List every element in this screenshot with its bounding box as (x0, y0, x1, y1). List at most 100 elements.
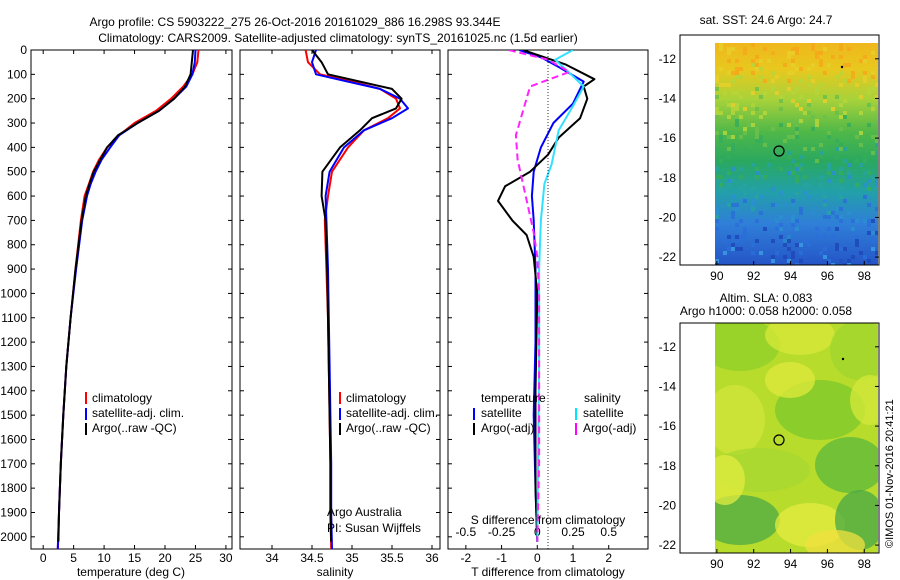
sst-pixel (755, 219, 759, 223)
sst-pixel (783, 243, 787, 247)
sst-pixel (719, 83, 723, 87)
sst-pixel (791, 119, 795, 123)
sst-pixel (831, 211, 835, 215)
map-y-tick-label: -12 (659, 340, 677, 354)
sst-pixel (791, 203, 795, 207)
legend-label: climatology (92, 391, 152, 405)
sst-pixel (835, 155, 839, 159)
sst-pixel (775, 251, 779, 255)
sst-pixel (807, 111, 811, 115)
y-tick-label: 2000 (0, 530, 27, 544)
sst-pixel (731, 243, 735, 247)
sst-pixel (851, 219, 855, 223)
sst-pixel (807, 243, 811, 247)
sst-pixel (811, 147, 815, 151)
sst-pixel (751, 251, 755, 255)
map-x-tick-label: 98 (858, 557, 872, 571)
sla-blob (805, 530, 865, 553)
sst-pixel (755, 195, 759, 199)
sst-pixel (871, 75, 875, 79)
sst-pixel (795, 243, 799, 247)
sst-pixel (819, 155, 823, 159)
sst-pixel (835, 247, 839, 251)
sst-pixel (819, 251, 823, 255)
sst-pixel (755, 67, 759, 71)
map-x-tick-label: 90 (710, 269, 724, 283)
legend-title-temperature: temperature (481, 391, 546, 405)
sst-pixel (795, 179, 799, 183)
sst-pixel (799, 95, 803, 99)
sst-pixel (799, 79, 803, 83)
series-line (536, 50, 585, 542)
sst-pixel (779, 123, 783, 127)
map-x-tick-label: 96 (821, 269, 835, 283)
legend-label: Argo(..raw -QC) (346, 421, 431, 435)
sst-pixel (715, 167, 719, 171)
y-tick-label: 400 (7, 140, 27, 154)
sst-pixel (871, 231, 875, 235)
sst-pixel (735, 203, 739, 207)
sst-pixel (875, 231, 878, 235)
sst-pixel (863, 55, 867, 59)
map-y-tick-label: -20 (659, 210, 677, 224)
sst-pixel (771, 259, 775, 263)
sst-pixel (815, 91, 819, 95)
sst-pixel (867, 123, 871, 127)
sst-pixel (787, 239, 791, 243)
sst-pixel (715, 131, 719, 135)
sst-pixel (803, 147, 807, 151)
sst-pixel (739, 175, 743, 179)
temperature-series (56, 50, 200, 549)
salinity-panel-frame (239, 49, 441, 550)
sst-pixel (863, 183, 867, 187)
sst-pixel (759, 119, 763, 123)
sst-pixel (803, 191, 807, 195)
sst-pixel (771, 127, 775, 131)
sst-pixel (835, 147, 839, 151)
sst-pixel (771, 155, 775, 159)
sst-pixel (875, 139, 878, 143)
sst-pixel (715, 79, 719, 83)
sst-pixel (791, 47, 795, 51)
sst-pixel (843, 79, 847, 83)
sst-pixel (731, 79, 735, 83)
sst-pixel (763, 91, 767, 95)
sst-pixel (827, 163, 831, 167)
legend-label: satellite-adj. clim. (92, 406, 184, 420)
sst-pixel (791, 199, 795, 203)
sst-pixel (735, 223, 739, 227)
sst-pixel (831, 235, 835, 239)
sst-pixel (871, 239, 875, 243)
sst-pixel (871, 219, 875, 223)
sst-pixel (875, 251, 878, 255)
sst-pixel (759, 251, 763, 255)
sst-pixel (747, 123, 751, 127)
sst-pixel (719, 67, 723, 71)
sst-pixel (731, 111, 735, 115)
sla-map-border (679, 322, 880, 554)
salinity-series (304, 50, 409, 549)
x-tick-label: 30 (219, 551, 233, 565)
sst-pixel (843, 111, 847, 115)
sst-pixel (823, 203, 827, 207)
sst-pixel (859, 131, 863, 135)
sst-pixel (755, 107, 759, 111)
sst-pixel (775, 151, 779, 155)
temperature-xlabel: temperature (deg C) (77, 565, 185, 579)
sst-pixel (875, 187, 878, 191)
sst-pixel (787, 171, 791, 175)
sst-pixel (755, 239, 759, 243)
sst-pixel (755, 171, 759, 175)
sst-pixel (863, 59, 867, 63)
sst-pixel (731, 135, 735, 139)
sst-pixel (779, 191, 783, 195)
sst-pixel (795, 123, 799, 127)
sst-pixel (859, 111, 863, 115)
sst-pixel (787, 119, 791, 123)
sla-blob (765, 362, 815, 398)
sst-pixel (775, 75, 779, 79)
sla-argo-marker (773, 434, 785, 446)
sst-pixel (791, 135, 795, 139)
map-y-tick-label: -12 (659, 52, 677, 66)
sst-pixel (735, 235, 739, 239)
